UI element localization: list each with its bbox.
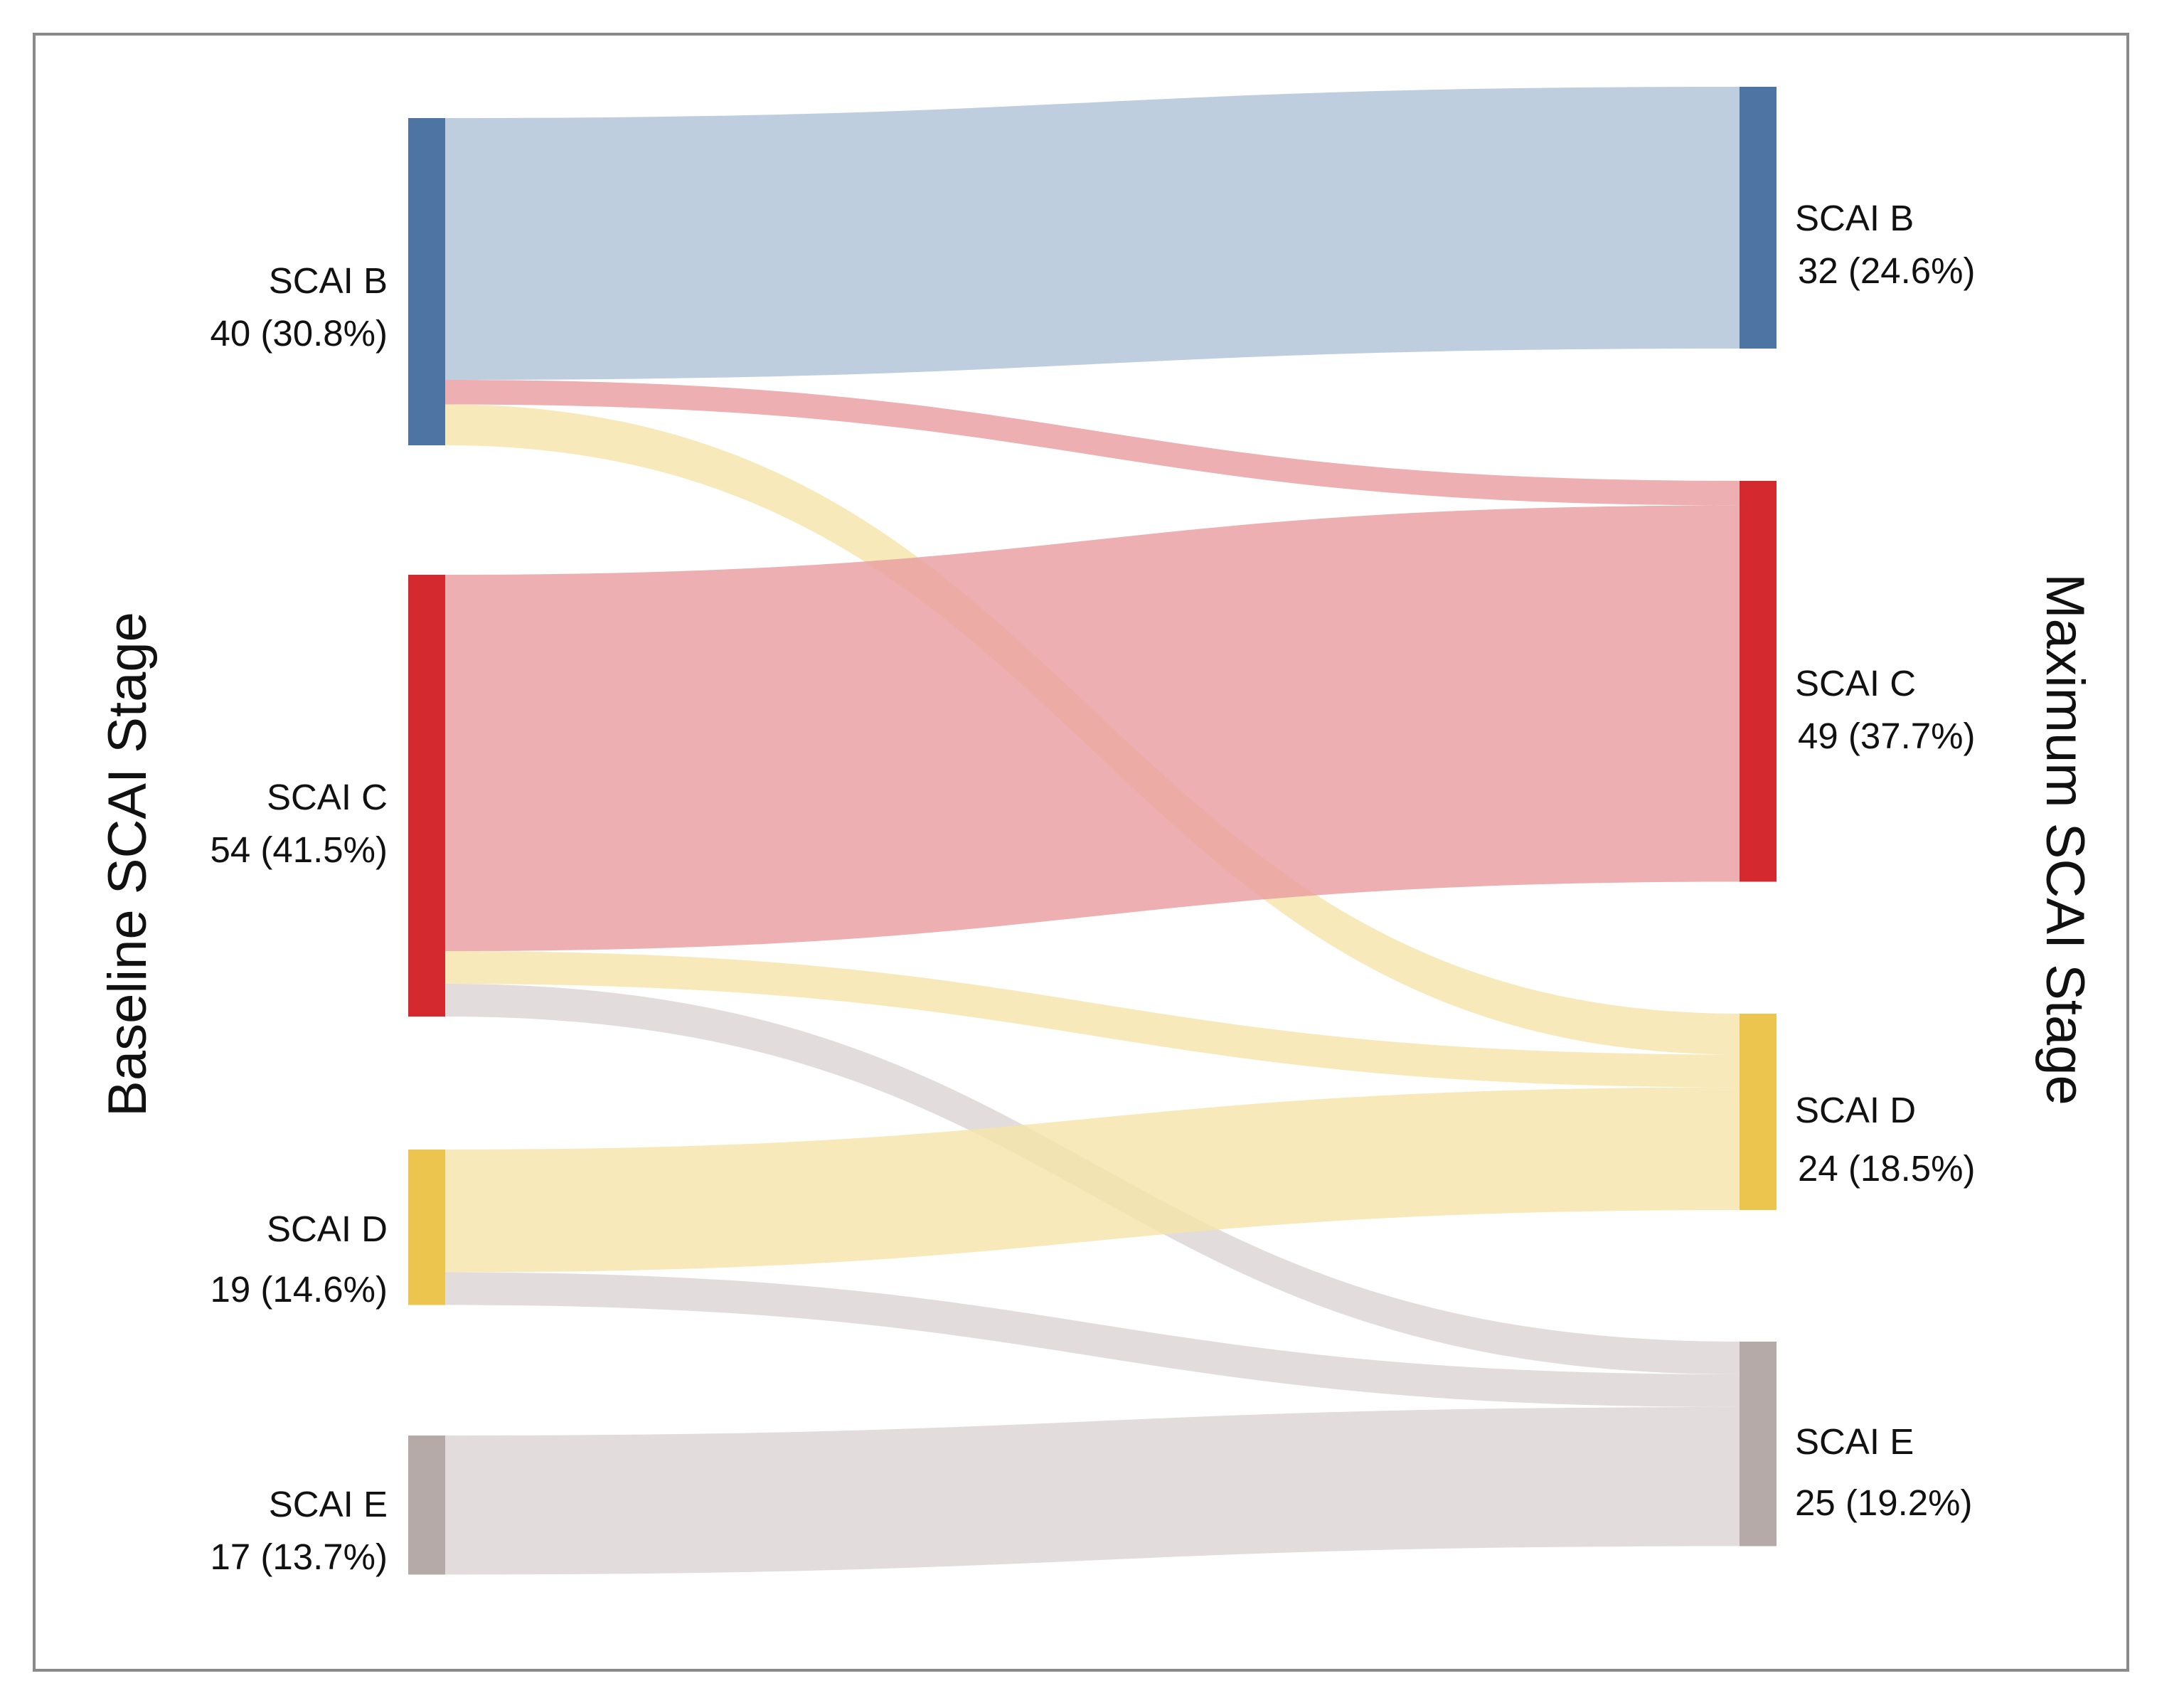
- nodes-layer: [408, 87, 1777, 1575]
- right-node-label-D: SCAI D: [1795, 1090, 1916, 1130]
- right-node-label-E: SCAI E: [1795, 1421, 1914, 1462]
- flow-D-to-D: [445, 1087, 1740, 1273]
- left-node-stat-D: 19 (14.6%): [211, 1269, 388, 1310]
- right-node-label-C: SCAI C: [1795, 663, 1916, 704]
- left-labels: SCAI B 40 (30.8%) SCAI C 54 (41.5%) SCAI…: [211, 260, 388, 1577]
- left-node-D: [408, 1150, 445, 1305]
- left-axis-title: Baseline SCAI Stage: [97, 612, 158, 1117]
- right-node-D: [1740, 1014, 1777, 1210]
- flow-B-to-C: [445, 380, 1740, 506]
- left-node-stat-C: 54 (41.5%): [211, 829, 388, 870]
- flows-layer: [445, 87, 1740, 1575]
- right-labels: SCAI B 32 (24.6%) SCAI C 49 (37.7%) SCAI…: [1795, 198, 1975, 1523]
- right-node-C: [1740, 481, 1777, 882]
- right-node-stat-D: 24 (18.5%): [1798, 1148, 1975, 1189]
- left-node-label-C: SCAI C: [267, 777, 388, 817]
- right-axis-title: Maximum SCAI Stage: [2035, 573, 2095, 1105]
- flow-C-to-C: [445, 505, 1740, 951]
- left-node-C: [408, 575, 445, 1017]
- left-node-label-E: SCAI E: [269, 1484, 388, 1524]
- left-node-stat-E: 17 (13.7%): [211, 1537, 388, 1577]
- left-node-label-B: SCAI B: [269, 260, 388, 301]
- right-node-stat-C: 49 (37.7%): [1798, 716, 1975, 756]
- right-node-stat-B: 32 (24.6%): [1798, 250, 1975, 291]
- right-node-label-B: SCAI B: [1795, 198, 1914, 238]
- flow-D-to-E: [445, 1272, 1740, 1407]
- left-node-label-D: SCAI D: [267, 1209, 388, 1249]
- right-node-E: [1740, 1342, 1777, 1546]
- flow-E-to-E: [445, 1407, 1740, 1575]
- right-node-stat-E: 25 (19.2%): [1795, 1482, 1972, 1523]
- left-node-stat-B: 40 (30.8%): [211, 313, 388, 354]
- flow-C-to-D: [445, 951, 1740, 1088]
- left-node-B: [408, 118, 445, 445]
- right-node-B: [1740, 87, 1777, 349]
- flow-B-to-B: [445, 87, 1740, 380]
- left-node-E: [408, 1436, 445, 1575]
